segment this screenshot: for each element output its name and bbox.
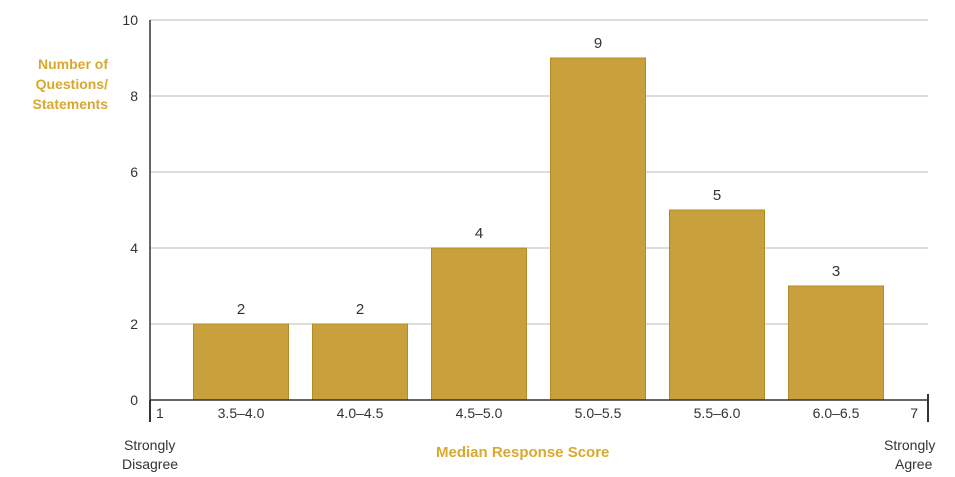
x-tick-label: 4.5–5.0: [456, 405, 503, 421]
x-left-end-label-line-1: Strongly: [124, 437, 176, 453]
y-axis-title-line-3: Statements: [32, 96, 108, 112]
x-left-end-label-line-2: Disagree: [122, 456, 179, 472]
bar: [312, 323, 408, 401]
bar: [193, 323, 289, 401]
y-axis-title-line-1: Number of: [38, 56, 108, 72]
x-right-end-label-line-1: Strongly: [884, 437, 936, 453]
x-tick-label: 3.5–4.0: [218, 405, 265, 421]
y-tick-label: 0: [130, 392, 138, 408]
y-tick-label: 8: [130, 88, 138, 104]
y-tick-label: 4: [130, 240, 138, 256]
data-label: 9: [594, 35, 602, 52]
bars: [193, 57, 884, 401]
gridlines: [150, 19, 928, 325]
data-label: 4: [475, 225, 483, 242]
x-axis-title: Median Response Score: [436, 444, 610, 461]
bar: [550, 57, 646, 401]
data-label: 5: [713, 187, 721, 204]
y-tick-label: 2: [130, 316, 138, 332]
y-tick-label: 10: [122, 12, 138, 28]
bar: [431, 247, 527, 401]
data-label: 3: [832, 263, 840, 280]
y-axis-ticks: 0 2 4 6 8 10: [122, 12, 138, 408]
x-tick-label: 6.0–6.5: [813, 405, 860, 421]
x-right-end-label-line-2: Agree: [895, 456, 933, 472]
y-axis-title-line-2: Questions/: [35, 76, 108, 92]
x-end-tick-label-left: 1: [156, 405, 164, 421]
data-labels: 2 2 4 9 5 3: [237, 35, 840, 318]
x-axis-ticks: 3.5–4.0 4.0–4.5 4.5–5.0 5.0–5.5 5.5–6.0 6.0–6…: [149, 394, 929, 422]
x-tick-label: 4.0–4.5: [337, 405, 384, 421]
x-tick-label: 5.0–5.5: [575, 405, 622, 421]
bar: [669, 209, 765, 401]
x-tick-label: 5.5–6.0: [694, 405, 741, 421]
x-end-tick-label-right: 7: [910, 405, 918, 421]
data-label: 2: [356, 301, 364, 318]
data-label: 2: [237, 301, 245, 318]
y-tick-label: 6: [130, 164, 138, 180]
bar: [788, 285, 884, 401]
